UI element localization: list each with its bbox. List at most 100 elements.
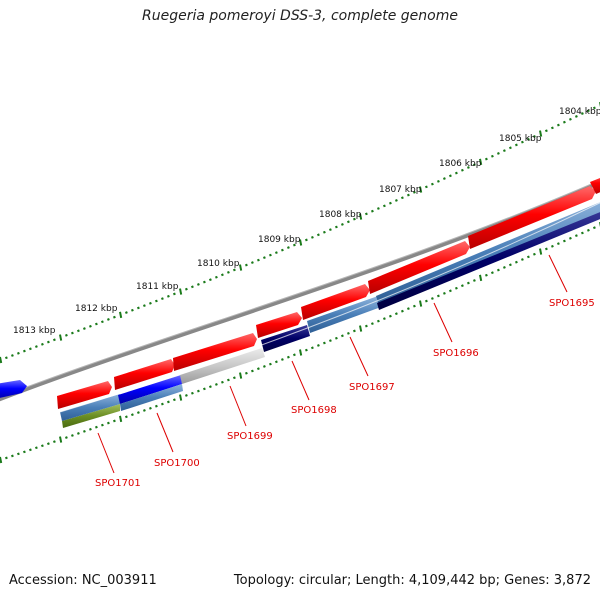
scale-tick-inner [340, 334, 344, 338]
scale-tick-outer [310, 235, 314, 239]
gene-label-spo1698[interactable]: SPO1698 [291, 405, 337, 416]
scale-label-1813: 1813 kbp [13, 326, 56, 336]
scale-tick-inner [412, 304, 416, 308]
scale-tick-inner [419, 300, 423, 307]
scale-tick-outer [370, 209, 374, 213]
gene-arrow-spo1700[interactable] [114, 359, 175, 390]
scale-tick-inner [226, 378, 230, 382]
scale-label-1811: 1811 kbp [136, 282, 179, 292]
gene-label-spo1695[interactable]: SPO1695 [549, 298, 595, 309]
scale-tick-inner [328, 339, 332, 343]
scale-tick-inner [106, 421, 110, 425]
scale-tick-outer [22, 349, 26, 353]
scale-tick-outer [70, 331, 74, 335]
scale-tick-outer [430, 182, 434, 186]
gene-arrow-left-offscreen[interactable] [0, 380, 27, 399]
scale-tick-inner [4, 456, 8, 460]
gene-label-spo1699[interactable]: SPO1699 [227, 431, 273, 442]
scale-tick-outer [124, 311, 128, 314]
scale-tick-outer [59, 334, 63, 341]
scale-tick-inner [334, 336, 338, 340]
scale-tick-outer [406, 193, 410, 197]
scale-tick-inner [586, 228, 590, 232]
gene-label-spo1701[interactable]: SPO1701 [95, 478, 141, 489]
scale-tick-inner [508, 263, 512, 267]
gene-arrow-right-offscreen[interactable] [590, 174, 600, 194]
scale-tick-outer [148, 301, 152, 305]
scale-tick-outer [502, 149, 506, 153]
scale-tick-inner [592, 226, 596, 230]
scale-tick-inner [214, 383, 218, 386]
scale-label-1809: 1809 kbp [258, 235, 301, 245]
gene-arrow-spo1697[interactable] [301, 284, 370, 320]
scale-tick-inner [574, 234, 578, 238]
scale-tick-inner [190, 391, 194, 395]
scale-tick-outer [472, 163, 476, 167]
gene-label-spo1700[interactable]: SPO1700 [154, 458, 200, 469]
scale-label-1805: 1805 kbp [499, 134, 542, 144]
scale-tick-outer [280, 248, 284, 252]
scale-tick-outer [94, 322, 98, 326]
scale-tick-outer [166, 294, 170, 298]
band-segment-blue[interactable] [118, 375, 182, 404]
scale-tick-outer [419, 186, 423, 193]
scale-tick-inner [142, 409, 146, 412]
scale-tick-inner [40, 444, 44, 448]
scale-tick-outer [376, 207, 380, 210]
gene-arrow-spo1695[interactable] [468, 186, 596, 249]
scale-tick-inner [256, 367, 260, 371]
gene-label-spo1697[interactable]: SPO1697 [349, 382, 395, 393]
scale-tick-outer [520, 140, 524, 144]
scale-tick-inner [202, 387, 206, 391]
gene-arrow-spo1701[interactable] [57, 381, 112, 409]
band-segment-olive[interactable] [62, 404, 120, 428]
scale-tick-outer [160, 297, 164, 301]
scale-tick-outer [40, 342, 44, 346]
gene-arrow-spo1696[interactable] [368, 241, 470, 294]
scale-tick-outer [112, 315, 116, 319]
scale-tick-outer [479, 158, 483, 166]
scale-tick-inner [580, 231, 584, 235]
gene-arrow-spo1699[interactable] [173, 333, 257, 371]
scale-tick-inner [239, 372, 243, 379]
scale-tick-inner [532, 252, 536, 256]
scale-tick-inner [160, 402, 164, 406]
band-segment-steel-3[interactable] [307, 296, 381, 333]
scale-tick-outer [250, 261, 254, 264]
scale-tick-outer [382, 204, 386, 208]
scale-tick-outer [334, 225, 338, 229]
gene-label-spo1696[interactable]: SPO1696 [433, 348, 479, 359]
band-segment-gray[interactable] [180, 348, 265, 384]
scale-tick-outer [46, 340, 50, 344]
scale-tick-inner [184, 394, 188, 397]
scale-tick-inner [59, 436, 63, 443]
scale-tick-inner [454, 286, 458, 290]
scale-tick-inner [490, 271, 494, 275]
genome-backbone [0, 180, 600, 402]
scale-tick-inner [466, 281, 470, 285]
gene-arrow-spo1698[interactable] [256, 312, 302, 338]
scale-tick-inner [220, 380, 224, 384]
band-segment-navy-2[interactable] [377, 208, 600, 310]
band-segment-steel-2[interactable] [120, 384, 183, 411]
scale-tick-outer [496, 152, 500, 155]
band-segment-steel-1[interactable] [60, 394, 120, 421]
scale-tick-inner [274, 360, 278, 364]
scale-tick-outer [352, 217, 356, 221]
band-segment-steel-4[interactable] [376, 198, 600, 305]
scale-tick-inner [484, 273, 488, 277]
scale-tick-outer [568, 117, 572, 121]
scale-tick-outer [274, 251, 278, 255]
scale-tick-outer [179, 288, 183, 295]
scale-label-1808: 1808 kbp [319, 210, 362, 220]
scale-tick-inner [172, 398, 176, 402]
scale-tick-inner [479, 274, 483, 282]
scale-label-1804: 1804 kbp [559, 107, 600, 117]
scale-tick-inner [346, 331, 350, 335]
scale-tick-outer [16, 351, 20, 355]
scale-tick-outer [130, 308, 134, 312]
scale-tick-outer [256, 258, 260, 262]
scale-tick-inner [292, 353, 296, 357]
scale-tick-outer [304, 238, 308, 242]
